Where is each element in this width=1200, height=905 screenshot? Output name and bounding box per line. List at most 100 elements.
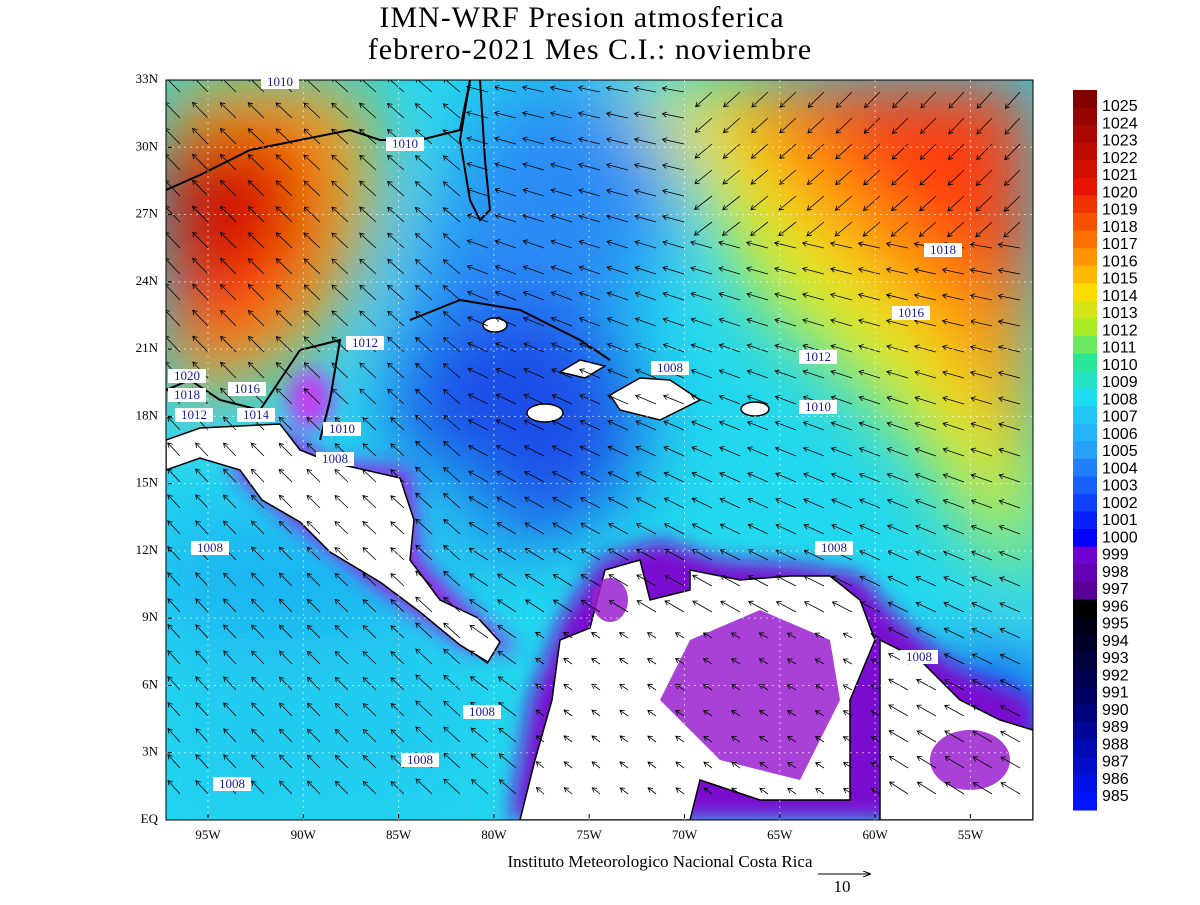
colorbar-cell [1073, 388, 1097, 407]
wind-arrows [166, 80, 1021, 795]
colorbar-label: 1003 [1102, 478, 1138, 495]
colorbar-cell [1073, 581, 1097, 600]
colorbar-label: 1022 [1102, 150, 1138, 167]
contour-label: 1010 [805, 399, 831, 414]
contour-label: 1016 [234, 381, 261, 396]
contour-label: 1014 [243, 407, 270, 422]
colorbar-cell [1073, 212, 1097, 231]
lon-label: 85W [386, 827, 412, 842]
colorbar-label: 993 [1102, 650, 1129, 667]
colorbar-label: 989 [1102, 719, 1129, 736]
colorbar-cell [1073, 370, 1097, 390]
contour-label: 1008 [906, 649, 932, 664]
lat-label: 21N [136, 340, 159, 355]
lon-label: 90W [291, 827, 317, 842]
colorbar-label: 990 [1102, 702, 1129, 719]
colorbar-cell [1073, 722, 1097, 741]
colorbar: 1025102410231022102110201019101810171016… [1073, 90, 1138, 811]
colorbar-label: 987 [1102, 754, 1129, 771]
colorbar-cell [1073, 441, 1097, 460]
contour-label: 1010 [392, 136, 418, 151]
lon-label: 60W [862, 827, 888, 842]
colorbar-label: 1021 [1102, 167, 1138, 184]
contour-label-bg [651, 361, 689, 375]
colorbar-label: 1004 [1102, 460, 1138, 477]
lat-label: 18N [136, 407, 159, 422]
colorbar-label: 992 [1102, 667, 1129, 684]
contour-label: 1008 [219, 776, 245, 791]
colorbar-cell [1073, 634, 1097, 653]
lon-label: 55W [958, 827, 984, 842]
colorbar-label: 999 [1102, 547, 1129, 564]
colorbar-cell [1073, 125, 1097, 144]
colorbar-cell [1073, 177, 1097, 196]
colorbar-label: 995 [1102, 616, 1129, 633]
pressure-field [166, 80, 1033, 820]
lon-label: 95W [195, 827, 221, 842]
contour-label-bg [323, 422, 361, 436]
colorbar-cell [1073, 265, 1097, 284]
lon-label: 75W [577, 827, 603, 842]
contour-label-bg [228, 382, 266, 396]
colorbar-label: 1019 [1102, 202, 1138, 219]
contour-label: 1010 [329, 421, 355, 436]
colorbar-cell [1073, 616, 1097, 635]
colorbar-label: 1006 [1102, 426, 1138, 443]
colorbar-cell [1073, 476, 1097, 495]
contour-label-bg [799, 400, 837, 414]
contour-label-bg [261, 75, 299, 89]
colorbar-cell [1073, 300, 1097, 319]
contour-label-bg [213, 777, 251, 791]
contour-label: 1008 [407, 752, 433, 767]
colorbar-label: 1016 [1102, 253, 1138, 270]
colorbar-cell [1073, 669, 1097, 688]
contour-label: 1010 [267, 74, 293, 89]
lat-label: 15N [136, 475, 159, 490]
lat-label: 33N [136, 71, 159, 86]
colorbar-label: 1014 [1102, 288, 1138, 305]
colorbar-cell [1073, 195, 1097, 214]
contour-label: 1008 [322, 451, 348, 466]
colorbar-cell [1073, 160, 1097, 179]
lat-label: 6N [142, 676, 159, 691]
colorbar-label: 1007 [1102, 409, 1138, 426]
colorbar-cell [1073, 511, 1097, 530]
colorbar-label: 996 [1102, 598, 1129, 615]
footer-credit: Instituto Meteorologico Nacional Costa R… [508, 852, 813, 871]
contour-label-bg [892, 306, 930, 320]
colorbar-label: 1017 [1102, 236, 1138, 253]
colorbar-cell [1073, 406, 1097, 425]
contour-label: 1008 [657, 360, 683, 375]
colorbar-cell [1073, 704, 1097, 723]
colorbar-cell [1073, 774, 1097, 793]
colorbar-label: 1024 [1102, 115, 1138, 132]
colorbar-label: 997 [1102, 581, 1129, 598]
contour-label-bg [168, 388, 206, 402]
colorbar-cell [1073, 353, 1097, 372]
colorbar-cell [1073, 458, 1097, 477]
colorbar-label: 1020 [1102, 184, 1138, 201]
colorbar-cell [1073, 90, 1097, 109]
contour-label-bg [815, 541, 853, 555]
contour-label: 1012 [805, 349, 831, 364]
contour-label-bg [237, 408, 275, 422]
colorbar-label: 1023 [1102, 133, 1138, 150]
lat-label: 3N [142, 744, 159, 759]
lon-label: 65W [767, 827, 793, 842]
colorbar-cell [1073, 739, 1097, 758]
colorbar-cell [1073, 687, 1097, 706]
colorbar-cell [1073, 248, 1097, 267]
contour-label: 1018 [930, 242, 956, 257]
lat-label: 30N [136, 138, 159, 153]
colorbar-label: 1018 [1102, 219, 1138, 236]
axes: 33N 30N 27N 24N 21N 18N 15N 12N 9N 6N 3N EQ 95W 90W 85… [136, 71, 1033, 842]
title-line-2: febrero-2021 Mes C.I.: noviembre [368, 33, 812, 66]
colorbar-label: 994 [1102, 633, 1129, 650]
colorbar-label: 1009 [1102, 374, 1138, 391]
vector-scale-label: 10 [834, 877, 851, 896]
colorbar-cell [1073, 564, 1097, 583]
colorbar-label: 1025 [1102, 98, 1138, 115]
lat-label: 9N [142, 609, 159, 624]
colorbar-label: 1015 [1102, 271, 1138, 288]
